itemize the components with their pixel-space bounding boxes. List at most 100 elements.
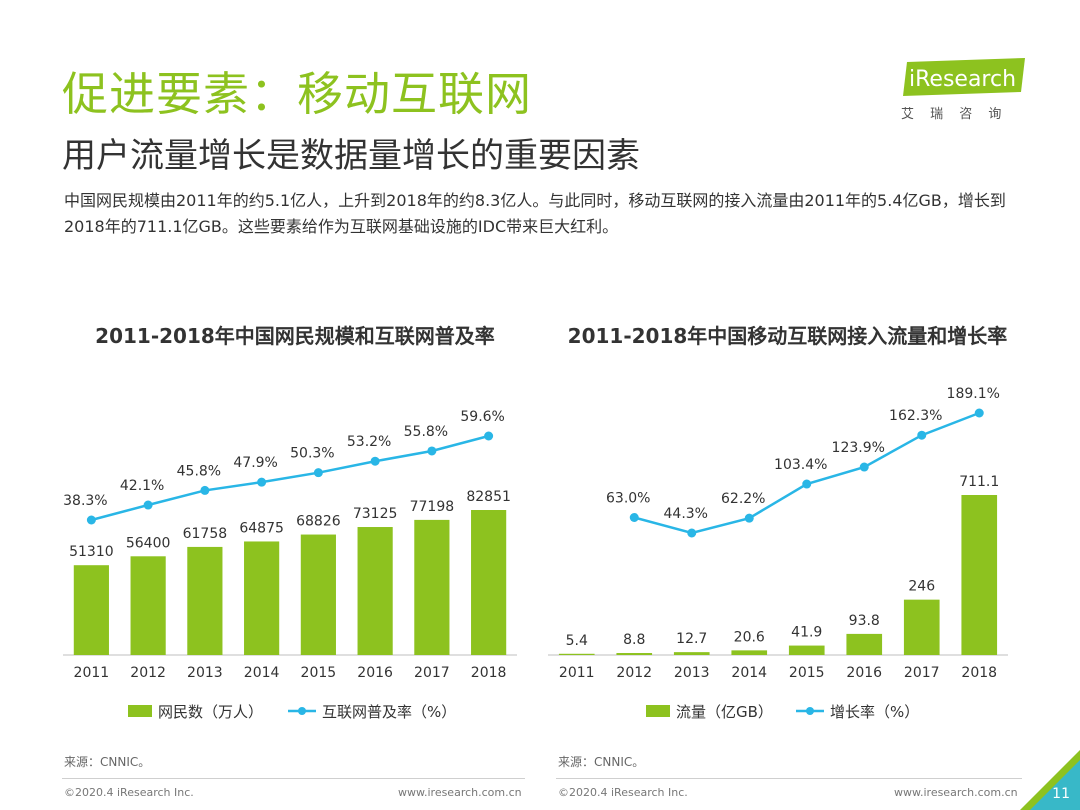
chart2-line-point	[629, 513, 639, 523]
chart1-bar	[130, 556, 166, 655]
chart1-line-label: 45.8%	[177, 463, 221, 479]
chart1-line-point	[143, 500, 153, 510]
chart1-bar-label: 82851	[466, 489, 511, 505]
chart2-line	[633, 411, 980, 535]
chart2-bar-label: 711.1	[959, 474, 999, 490]
page-number: 11	[1052, 786, 1070, 802]
chart2-x-tick: 2014	[731, 665, 767, 681]
chart1-line-label: 38.3%	[63, 493, 107, 509]
chart1-line	[91, 434, 489, 522]
chart2-bar	[788, 645, 825, 655]
chart1-bar	[187, 546, 223, 655]
chart1-x-tick: 2017	[414, 665, 450, 681]
chart2-line-label: 189.1%	[947, 386, 1000, 402]
chart1-bar-label: 61758	[183, 526, 228, 542]
source-left: 来源：CNNIC。	[64, 755, 151, 769]
chart2-line-label: 162.3%	[889, 408, 942, 424]
footer-divider-right	[556, 778, 1022, 779]
chart1-bar-label: 73125	[353, 506, 398, 522]
chart2-legend-line-marker	[806, 707, 814, 715]
chart1-bar-label: 77198	[410, 499, 455, 515]
chart1-bar-label: 68826	[296, 514, 341, 530]
chart1-line-point	[313, 468, 323, 478]
chart2-line-point	[974, 408, 984, 418]
chart1-line-label: 53.2%	[347, 434, 391, 450]
chart2-bar-label: 20.6	[734, 629, 765, 645]
chart2-line-point	[917, 430, 927, 440]
chart2-bar-label: 12.7	[676, 631, 707, 647]
chart1-bar	[244, 541, 280, 655]
chart2-bar-label: 93.8	[849, 613, 880, 629]
chart1-x-tick: 2016	[357, 665, 393, 681]
chart2-bar	[846, 633, 883, 655]
page-description: 中国网民规模由2011年的约5.1亿人，上升到2018年的约8.3亿人。与此同时…	[64, 191, 1006, 236]
chart1-x-tick: 2013	[187, 665, 223, 681]
chart1-bar	[73, 565, 109, 655]
chart1-x-tick: 2011	[74, 665, 110, 681]
source-right: 来源：CNNIC。	[558, 755, 645, 769]
chart2-x-tick: 2011	[559, 665, 595, 681]
chart1-bar	[300, 534, 336, 655]
chart1-line-point	[200, 485, 210, 495]
chart1-x-tick: 2015	[301, 665, 337, 681]
chart2-bar-label: 41.9	[791, 625, 822, 641]
chart1-bar-label: 51310	[69, 544, 114, 560]
chart2-bar	[903, 599, 940, 655]
footer-copyright-right: ©2020.4 iResearch Inc.	[558, 786, 688, 799]
chart1-line-label: 59.6%	[460, 409, 504, 425]
logo-subtext: 艾 瑞 咨 询	[901, 107, 1007, 122]
chart2-legend-line-label: 增长率（%）	[830, 703, 919, 721]
chart2-bar	[961, 495, 998, 655]
chart1-line-point	[257, 477, 267, 487]
chart2-line-label: 123.9%	[832, 440, 885, 456]
chart1-bar	[471, 510, 507, 655]
chart1-legend-line-marker	[298, 707, 306, 715]
chart2-line-label: 62.2%	[721, 491, 765, 507]
chart1-x-tick: 2018	[471, 665, 507, 681]
chart1-line-point	[427, 446, 437, 456]
chart2-line-point	[744, 513, 754, 523]
page-title: 促进要素：移动互联网	[62, 67, 532, 121]
chart1-legend-bar-swatch	[128, 705, 152, 717]
chart2-bar-label: 246	[908, 579, 935, 595]
chart2-x-tick: 2017	[904, 665, 940, 681]
logo-brand: iResearch	[909, 67, 1016, 92]
chart2-bar	[558, 653, 595, 655]
chart2-x-tick: 2015	[789, 665, 825, 681]
chart2-line-label: 103.4%	[774, 457, 827, 473]
footer-copyright-left: ©2020.4 iResearch Inc.	[64, 786, 194, 799]
chart1-bar	[414, 519, 450, 655]
footer-divider-left	[62, 778, 525, 779]
chart1-line-point	[86, 515, 96, 525]
chart1-bar-label: 56400	[126, 535, 171, 551]
chart1-line-label: 47.9%	[233, 455, 277, 471]
chart1-legend-line-label: 互联网普及率（%）	[322, 703, 456, 721]
chart1-bar	[357, 527, 393, 655]
chart2-line-label: 44.3%	[664, 506, 708, 522]
chart1-line-point	[484, 431, 494, 441]
chart2-bar	[616, 653, 653, 655]
chart2-x-tick: 2018	[961, 665, 997, 681]
chart2-bar	[673, 652, 710, 655]
footer-url-right: www.iresearch.com.cn	[894, 786, 1018, 799]
corner-decoration	[1020, 750, 1080, 810]
chart1-x-tick: 2012	[130, 665, 166, 681]
iresearch-logo: iResearch 艾 瑞 咨 询	[901, 58, 1025, 122]
chart2-line-point	[859, 462, 869, 472]
chart2-line-point	[687, 528, 697, 538]
chart2-bar-label: 8.8	[623, 632, 645, 648]
page-subtitle: 用户流量增长是数据量增长的重要因素	[62, 136, 640, 176]
chart1-line-label: 55.8%	[404, 424, 448, 440]
chart2-x-tick: 2016	[846, 665, 882, 681]
chart1-line-label: 42.1%	[120, 478, 164, 494]
chart2-title: 2011-2018年中国移动互联网接入流量和增长率	[567, 324, 1008, 348]
chart2-legend-bar-swatch	[646, 705, 670, 717]
chart2-bar-label: 5.4	[566, 633, 588, 649]
chart2-line-label: 63.0%	[606, 491, 650, 507]
chart1-line-point	[370, 456, 380, 466]
chart1-line-label: 50.3%	[290, 446, 334, 462]
chart1-legend-bar-label: 网民数（万人）	[158, 703, 263, 721]
chart1-x-tick: 2014	[244, 665, 280, 681]
footer-url-left: www.iresearch.com.cn	[398, 786, 522, 799]
chart2-x-tick: 2013	[674, 665, 710, 681]
